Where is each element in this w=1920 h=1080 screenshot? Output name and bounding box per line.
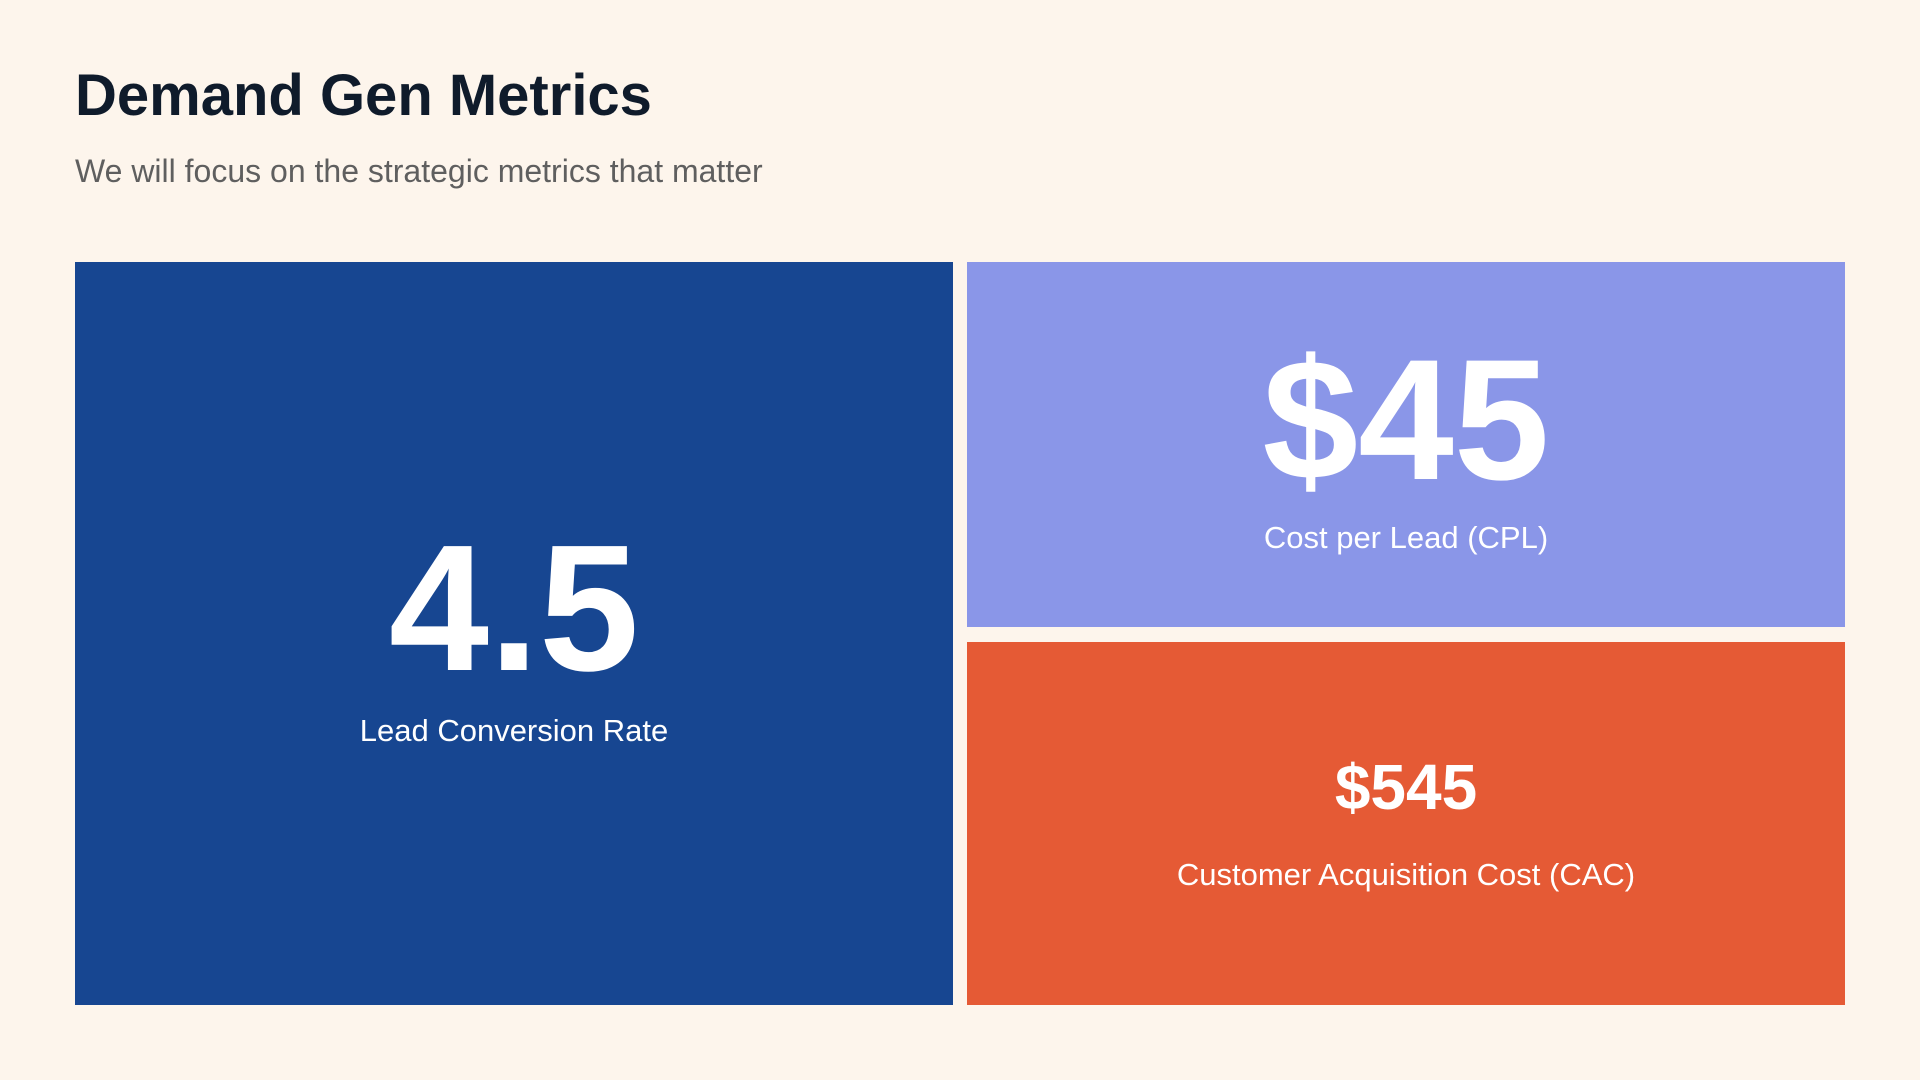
subtitle: We will focus on the strategic metrics t… [75,153,763,189]
metric-value: $45 [1262,323,1550,516]
metric-value: 4.5 [388,507,640,709]
metric-tile: $45 Cost per Lead (CPL) [967,262,1845,627]
metric-tile: 4.5 Lead Conversion Rate [75,262,953,1005]
metric-label: Cost per Lead (CPL) [1263,519,1549,555]
metric-value: $545 [1334,750,1478,823]
title: Demand Gen Metrics [75,63,652,128]
metric-label: Lead Conversion Rate [359,712,669,748]
metric-label: Customer Acquisition Cost (CAC) [1176,856,1636,892]
metric-tile: $545 Customer Acquisition Cost (CAC) [967,642,1845,1005]
